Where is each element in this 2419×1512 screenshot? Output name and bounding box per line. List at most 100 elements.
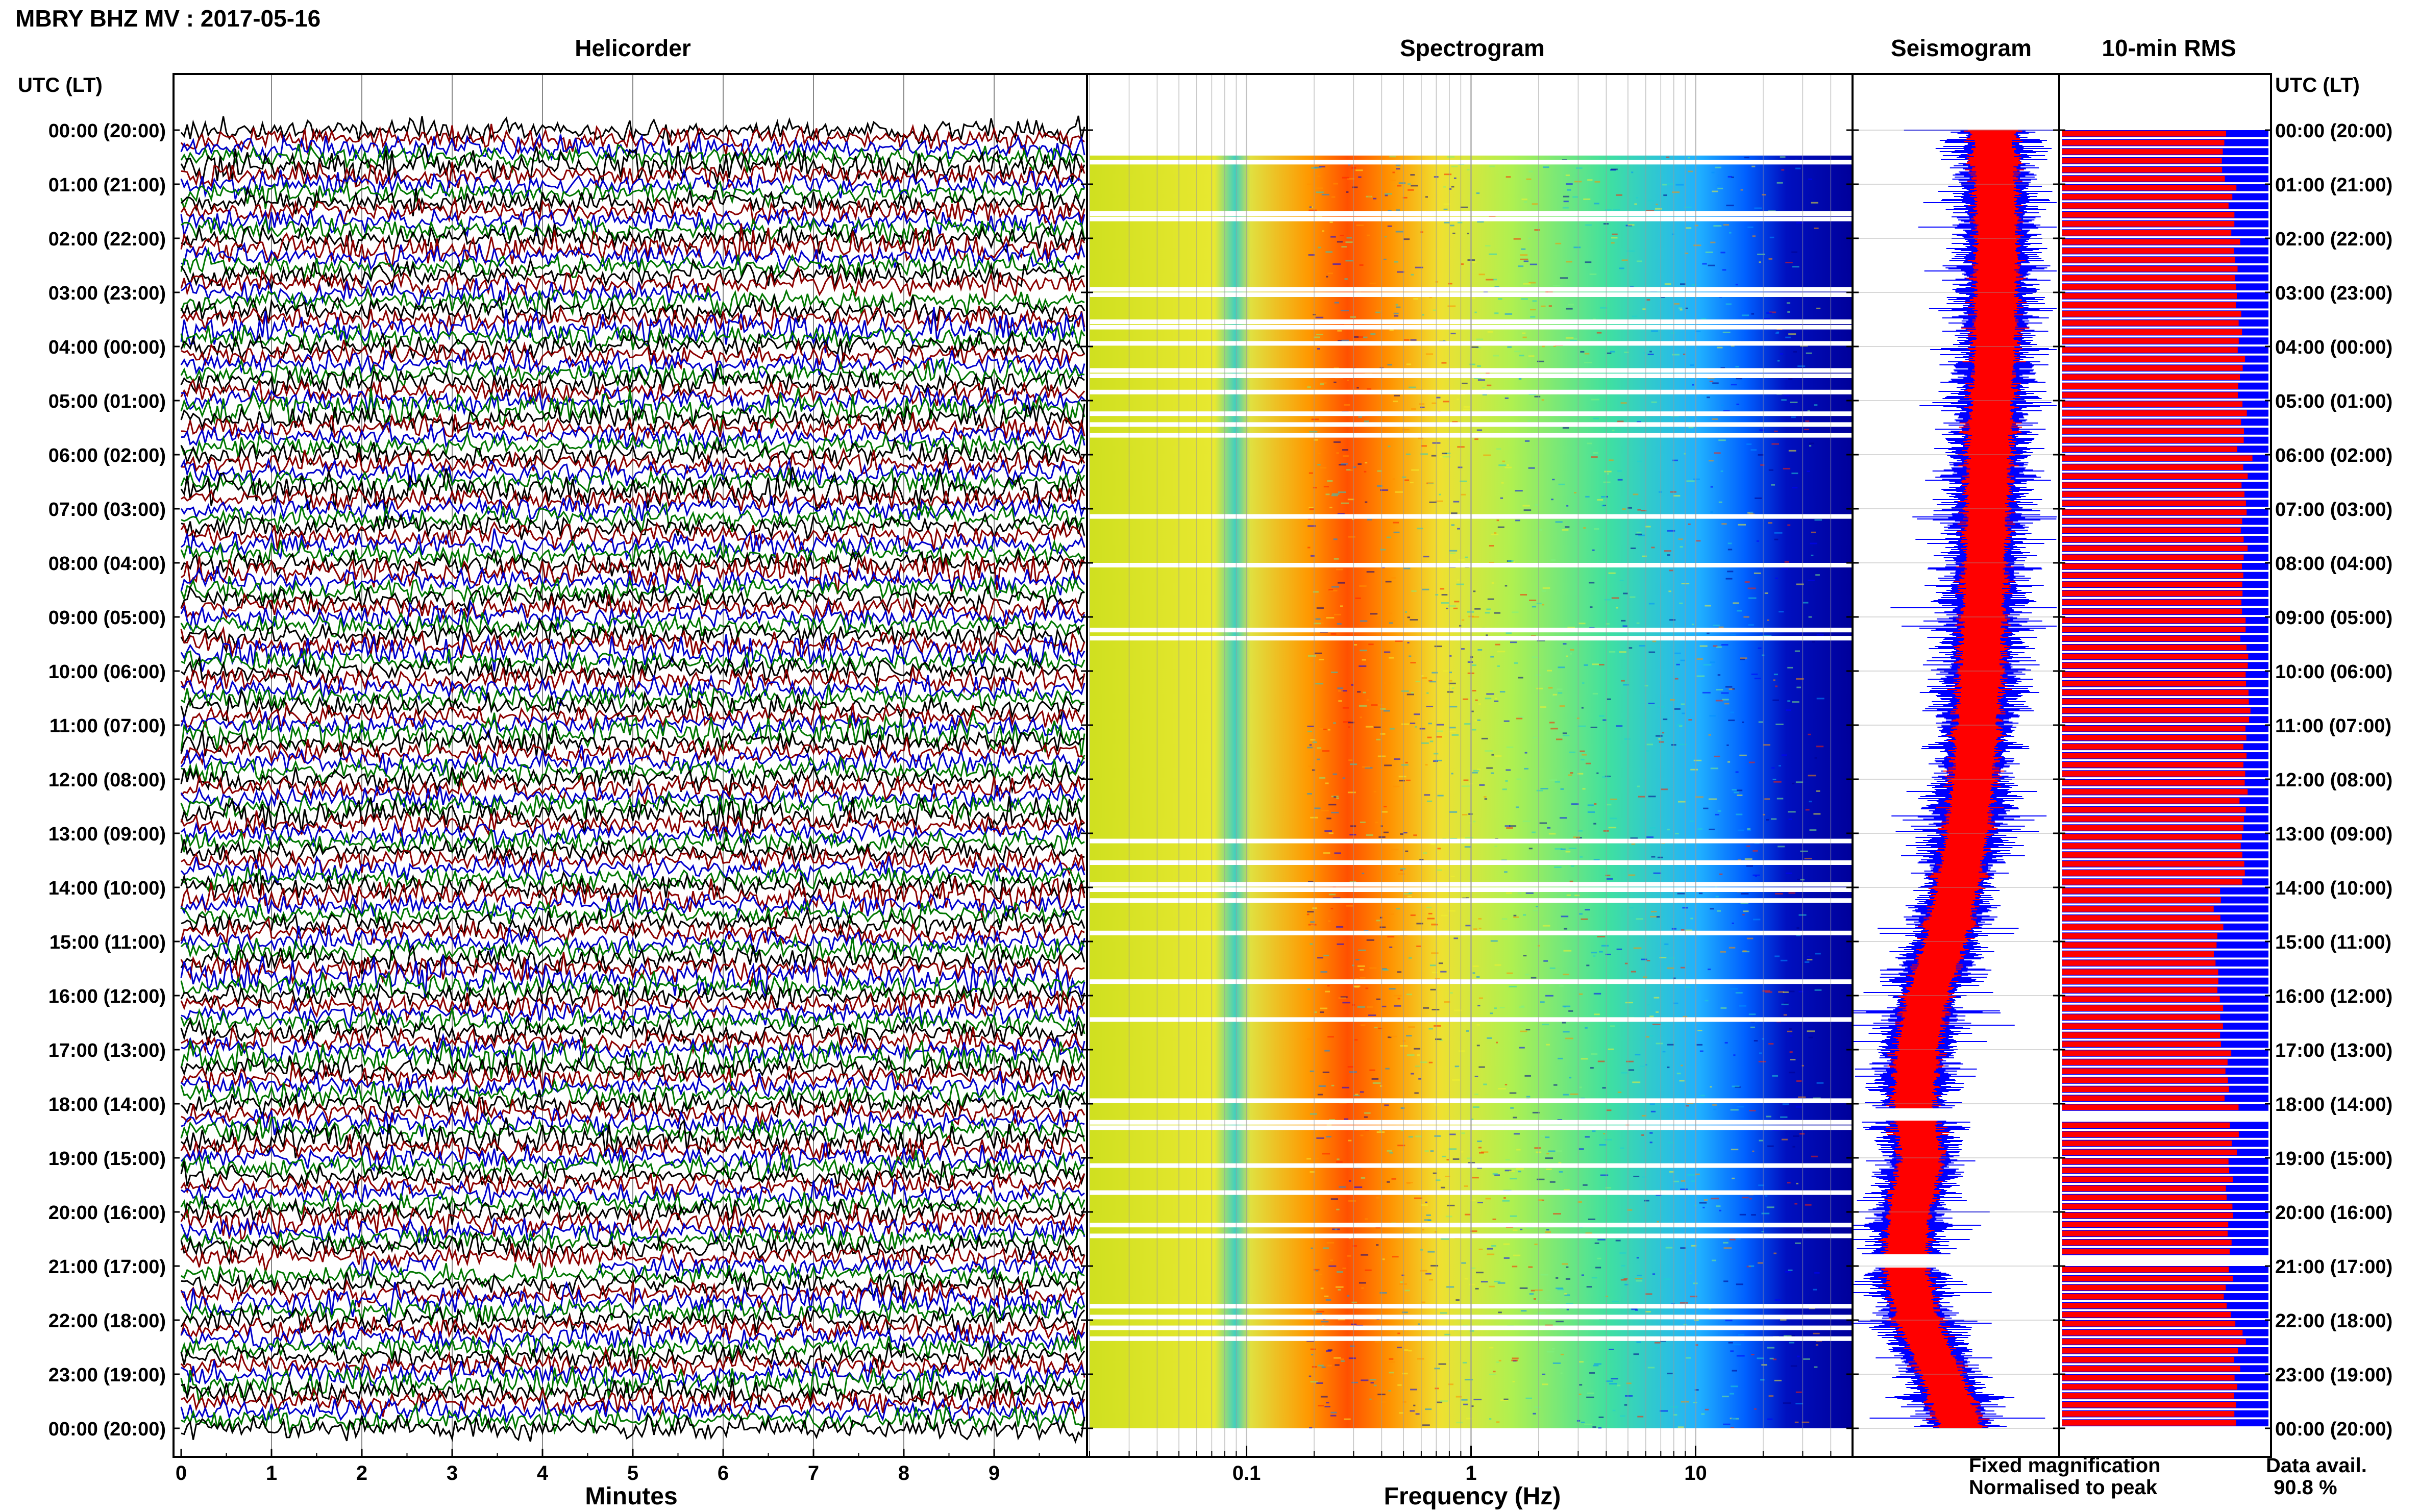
- spectrogram-speckle: [1327, 480, 1333, 482]
- spectrogram-speckle: [1505, 1159, 1510, 1161]
- spectrogram-speckle: [1560, 1353, 1564, 1355]
- spectrogram-speckle: [1768, 1395, 1774, 1397]
- spectrogram-speckle: [1317, 348, 1320, 350]
- spectrogram-speckle: [1471, 710, 1474, 712]
- spectrogram-speckle: [1705, 1408, 1709, 1410]
- spectrogram-speckle: [1534, 395, 1541, 398]
- spectrogram-speckle: [1641, 958, 1647, 960]
- spectrogram-speckle: [1448, 605, 1456, 607]
- helicorder-trace: [180, 1089, 1085, 1119]
- helicorder-trace: [180, 632, 1085, 672]
- helicorder-trace: [181, 485, 1085, 512]
- spectrogram-speckle: [1769, 1357, 1774, 1359]
- spectrogram-speckle: [1750, 449, 1757, 451]
- spectrogram-speckle: [1768, 469, 1773, 471]
- spectrogram-speckle: [1569, 751, 1575, 753]
- spectrogram-speckle: [1489, 545, 1494, 547]
- spectrogram-speckle: [1336, 452, 1339, 454]
- spectrogram-speckle: [1435, 1038, 1442, 1040]
- spectrogram-speckle: [1444, 1333, 1450, 1335]
- spectrogram-speckle: [1737, 610, 1742, 612]
- spectrogram-speckle: [1542, 925, 1550, 927]
- spectrogram-speckle: [1454, 1065, 1460, 1068]
- spectrogram-speckle: [1454, 1009, 1462, 1011]
- spectrogram-speckle: [1710, 661, 1715, 663]
- spectrogram-speckle: [1431, 455, 1437, 457]
- helicorder-trace: [180, 889, 1085, 922]
- spectrogram-speckle: [1719, 1209, 1721, 1211]
- spectrogram-speckle: [1441, 1238, 1449, 1240]
- spectrogram-speckle: [1733, 1418, 1739, 1420]
- spectrogram-speckle: [1415, 1413, 1420, 1415]
- spectrogram-speckle: [1314, 166, 1322, 168]
- spectrogram-speckle: [1476, 192, 1480, 194]
- spectrogram-speckle: [1553, 345, 1556, 347]
- spectrogram-speckle: [1763, 744, 1770, 746]
- spectrogram-speckle: [1690, 820, 1694, 822]
- spectrogram-speckle: [1555, 242, 1562, 244]
- spectrogram-speckle: [1320, 383, 1324, 385]
- helicorder-trace: [180, 1277, 1085, 1310]
- spectrogram-speckle: [1540, 788, 1548, 789]
- spectrogram-speckle: [1717, 187, 1723, 189]
- time-label-right: 02:00 (22:00): [2275, 229, 2392, 250]
- spectrogram-speckle: [1400, 1281, 1403, 1283]
- spectrogram-speckle: [1807, 956, 1810, 957]
- spectrogram-speckle: [1783, 1402, 1791, 1404]
- spectrogram-speckle: [1487, 331, 1493, 333]
- spectrogram-speckle: [1805, 1204, 1812, 1206]
- spectrogram-speckle: [1795, 1403, 1804, 1405]
- spectrogram-speckle: [1739, 1005, 1746, 1007]
- time-label-right: 00:00 (20:00): [2275, 120, 2392, 142]
- spectrogram-speckle: [1540, 1001, 1545, 1003]
- spectrogram-speckle: [1638, 796, 1645, 798]
- spectrogram-speckle: [1565, 1037, 1573, 1039]
- spectrogram-speckle: [1340, 605, 1343, 607]
- spectrogram-speckle: [1426, 692, 1429, 694]
- spectrogram-speckle: [1628, 224, 1635, 226]
- spectrogram-speckle: [1560, 848, 1566, 850]
- spectrogram-speckle: [1337, 330, 1342, 332]
- spectrogram-speckle: [1693, 759, 1702, 761]
- spectrogram-speckle: [1564, 1293, 1567, 1295]
- helicorder-trace: [180, 1304, 1085, 1335]
- spectrogram-speckle: [1343, 721, 1351, 723]
- spectrogram-speckle: [1730, 1418, 1733, 1420]
- spectrogram-speckle: [1422, 1229, 1424, 1231]
- spectrogram-speckle: [1675, 833, 1679, 835]
- spectrogram-speckle: [1309, 209, 1317, 211]
- spectrogram-speckle: [1815, 1344, 1818, 1346]
- time-label-right: 01:00 (21:00): [2275, 175, 2392, 196]
- spectrogram-speckle: [1431, 1009, 1440, 1010]
- spectrogram-speckle: [1606, 1380, 1613, 1382]
- spectrogram-speckle: [1404, 479, 1410, 481]
- spectrogram-speckle: [1532, 300, 1537, 302]
- spectrogram-speckle: [1384, 806, 1387, 808]
- spectrogram-speckle: [1736, 1106, 1744, 1108]
- spectrogram-speckle: [1359, 264, 1364, 266]
- spectrogram-speckle: [1573, 372, 1581, 374]
- spectrogram-speckle: [1751, 673, 1758, 675]
- spectrogram-speckle: [1423, 556, 1429, 558]
- spectrogram-speckle: [1784, 561, 1789, 563]
- spectrogram-speckle: [1452, 421, 1458, 423]
- spectrogram-speckle: [1788, 1269, 1793, 1271]
- spectrogram-speckle: [1495, 698, 1497, 700]
- spectrogram-speckle: [1769, 236, 1774, 238]
- spectrogram-speckle: [1740, 189, 1743, 191]
- helicorder-trace: [181, 699, 1085, 730]
- spectrogram-speckle: [1331, 1084, 1335, 1086]
- spectrogram-speckle: [1323, 486, 1329, 488]
- spectrogram-speckle: [1344, 1118, 1349, 1120]
- spectrogram-speckle: [1390, 1374, 1393, 1376]
- spectrogram-speckle: [1548, 687, 1553, 689]
- spectrogram-speckle: [1402, 1311, 1408, 1313]
- spectrogram-speckle: [1748, 1013, 1756, 1015]
- spectrogram-speckle: [1696, 540, 1701, 542]
- spectrogram-speckle: [1433, 1172, 1437, 1174]
- spectrogram-speckle: [1523, 914, 1526, 916]
- spectrogram-speckle: [1644, 685, 1648, 687]
- spectrogram-speckle: [1421, 445, 1427, 447]
- spectrogram-speckle: [1566, 655, 1568, 657]
- spectrogram-speckle: [1360, 716, 1362, 718]
